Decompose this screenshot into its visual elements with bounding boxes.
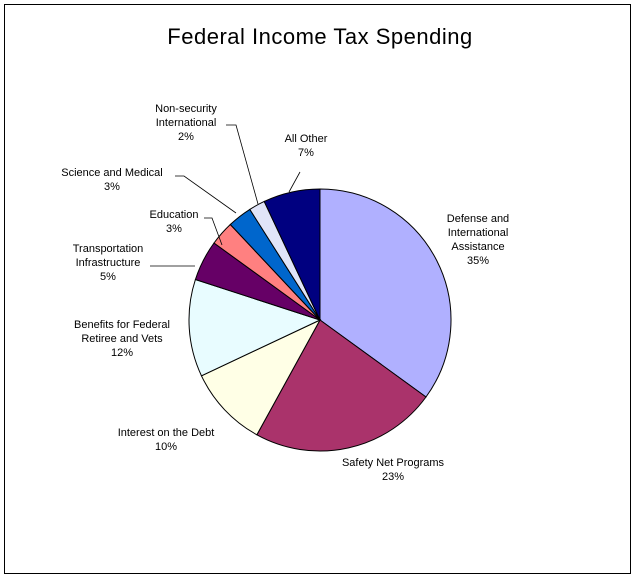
pie-slice-interest-on-the-debt [200,318,322,436]
slice-label-education: Education 3% [150,209,199,235]
leader-line-science-and-medical [175,175,237,214]
pie-slices [188,188,452,452]
slice-labels: Defense and International Assistance 35% Saf… [61,103,509,483]
leader-line-non-security-international [226,124,259,205]
pie-slice-benefits-for-federal-retiree-and-vets [188,278,322,377]
slice-label-all-other: All Other 7% [285,133,328,159]
slice-label-science-and-medical: Science and Medical 3% [61,167,163,193]
leader-lines [150,124,301,267]
leader-line-all-other [288,171,301,193]
pie-slice-all-other [263,188,321,321]
slice-label-non-security-international: Non-security International 2% [155,103,217,143]
slice-label-safety-net-programs: Safety Net Programs 23% [342,457,445,483]
slice-label-defense-and-international-assistance: Defense and International Assistance 35% [447,213,509,267]
slice-label-benefits-for-federal-retiree-and-vets: Benefits for Federal Retiree and Vets 12% [74,319,170,359]
pie-slice-defense-and-international-assistance [319,188,452,398]
pie-slice-safety-net-programs [256,319,427,452]
chart-title: Federal Income Tax Spending [167,24,473,49]
slice-label-interest-on-the-debt: Interest on the Debt 10% [118,427,215,453]
leader-line-education [204,217,223,246]
slice-label-transportation-infrastructure: Transportation Infrastructure 5% [73,243,144,283]
